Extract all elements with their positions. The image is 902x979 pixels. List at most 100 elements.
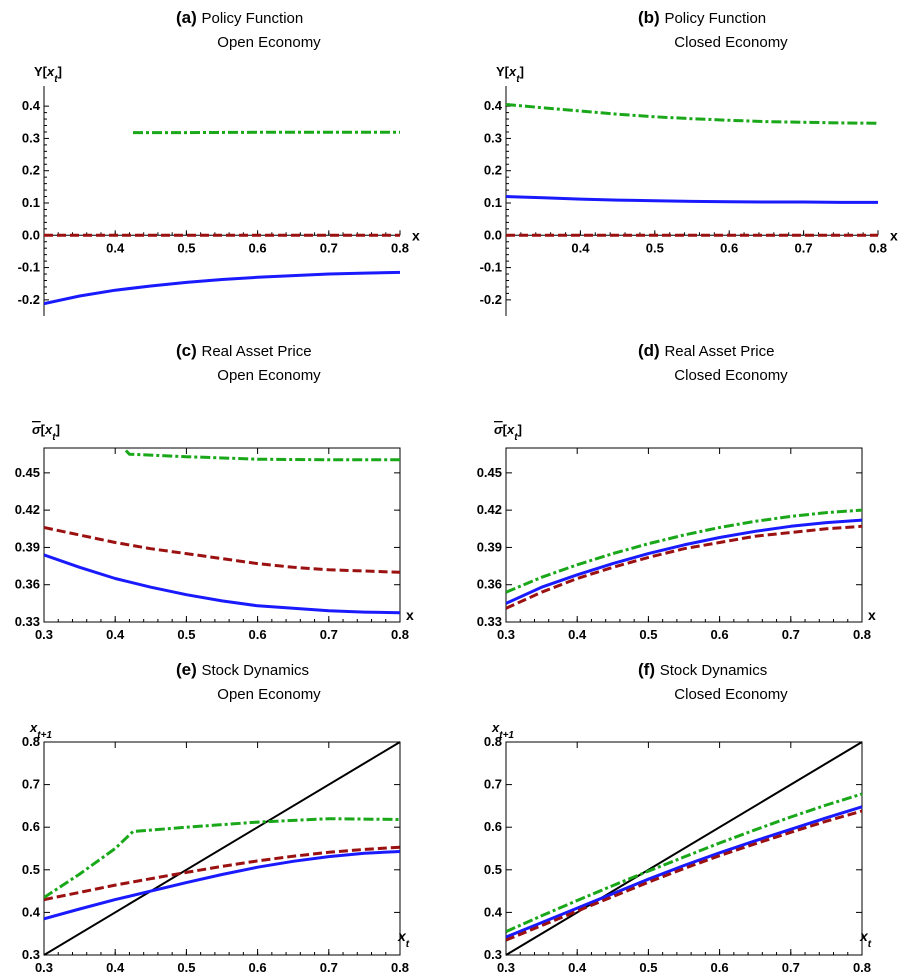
panel-label: (a) — [176, 8, 202, 27]
x-tick-label: 0.3 — [497, 627, 515, 642]
x-tick-label: 0.8 — [391, 960, 409, 975]
x-tick-label: 0.5 — [177, 240, 195, 255]
series-line-blue — [44, 850, 401, 921]
panel-f-subtitle: Closed Economy — [674, 686, 788, 703]
y-tick-label: 0.2 — [22, 163, 40, 178]
plot-frame — [43, 741, 401, 956]
y-tick-label: 0.36 — [15, 577, 40, 592]
x-tick-label: 0.8 — [853, 960, 871, 975]
x-tick-label: 0.7 — [320, 627, 338, 642]
x-tick-label: 0.5 — [177, 960, 195, 975]
x-tick-label: 0.6 — [249, 627, 267, 642]
x-axis-label: x — [412, 227, 420, 243]
panel-d-title: (d) Real Asset Price — [638, 341, 774, 360]
x-tick-label: 0.3 — [35, 960, 53, 975]
series-line-green — [506, 508, 863, 594]
series-line-red — [44, 845, 401, 902]
y-tick-label: 0.4 — [22, 904, 41, 919]
x-tick-label: 0.7 — [320, 960, 338, 975]
panel-e-title: (e) Stock Dynamics — [176, 660, 309, 679]
series-line-blue — [44, 270, 401, 306]
series-line-green — [506, 103, 879, 125]
x-axis-label: x — [868, 607, 876, 623]
y-tick-label: -0.1 — [18, 260, 40, 275]
panel-b-title: (b) Policy Function — [638, 8, 766, 27]
series-line-blue — [506, 805, 863, 939]
panel-a: (a) Policy Function Open Economy -0.2 -0.1 0… — [18, 8, 420, 316]
y-tick-label: 0.2 — [484, 163, 502, 178]
title-text: Real Asset Price — [202, 343, 312, 360]
plot-frame — [43, 447, 401, 623]
y-tick-label: 0.42 — [15, 502, 40, 517]
x-tick-label: 0.5 — [639, 627, 657, 642]
series-line-blue — [506, 518, 863, 605]
y-tick-label: 0.33 — [477, 614, 502, 629]
x-tick-label: 0.4 — [106, 960, 125, 975]
panel-c-title: (c) Real Asset Price — [176, 341, 312, 360]
x-tick-label: 0.6 — [720, 240, 738, 255]
y-tick-label: 0.6 — [484, 819, 502, 834]
x-tick-label: 0.6 — [249, 240, 267, 255]
x-axis-label: x — [406, 607, 414, 623]
x-tick-label: 0.3 — [497, 960, 515, 975]
y-tick-label: 0.3 — [22, 947, 40, 962]
plot-frame — [505, 741, 863, 956]
title-text: Stock Dynamics — [202, 662, 310, 679]
x-tick-label: 0.8 — [391, 240, 409, 255]
y-tick-label: 0.45 — [477, 465, 502, 480]
y-tick-label: 0.4 — [484, 904, 503, 919]
panel-label: (f) — [638, 660, 660, 679]
panel-e-subtitle: Open Economy — [217, 686, 321, 703]
y-tick-label: 0.1 — [22, 195, 40, 210]
x-tick-label: 0.4 — [106, 627, 125, 642]
panel-c: (c) Real Asset Price Open Economy 0.33 0.36… — [15, 341, 414, 642]
y-tick-label: 0.42 — [477, 502, 502, 517]
title-text: Real Asset Price — [664, 343, 774, 360]
x-axis-label: xt — [397, 928, 410, 950]
x-tick-label: 0.4 — [571, 240, 590, 255]
panel-b: (b) Policy Function Closed Economy -0.2 -0.… — [480, 8, 898, 316]
y-tick-label: 0.3 — [484, 130, 502, 145]
series-line-green — [124, 449, 400, 462]
x-tick-label: 0.4 — [568, 960, 587, 975]
plot-frame — [505, 447, 863, 623]
x-tick-label: 0.4 — [106, 240, 125, 255]
y-tick-label: 0.4 — [484, 98, 503, 113]
y-tick-label: 0.1 — [484, 195, 502, 210]
y-tick-label: -0.2 — [480, 292, 502, 307]
y-tick-label: 0.7 — [484, 777, 502, 792]
series-line-blue — [44, 553, 401, 615]
x-axis-label: xt — [859, 928, 872, 950]
series-line-red — [506, 809, 863, 942]
panel-label: (b) — [638, 8, 664, 27]
x-tick-label: 0.5 — [639, 960, 657, 975]
panel-a-title: (a) Policy Function — [176, 8, 303, 27]
series-line-green — [506, 792, 863, 933]
x-tick-label: 0.6 — [249, 960, 267, 975]
y-tick-label: 0.0 — [22, 227, 40, 242]
series-line-blue — [506, 195, 878, 204]
series-line-black — [44, 741, 401, 956]
y-tick-label: 0.8 — [484, 734, 502, 749]
y-tick-label: 0.3 — [22, 130, 40, 145]
x-tick-label: 0.4 — [568, 627, 587, 642]
x-tick-label: 0.7 — [782, 960, 800, 975]
y-axis-label: σ[xt] — [32, 422, 60, 443]
series-line-red — [44, 526, 401, 574]
y-tick-label: 0.6 — [22, 819, 40, 834]
y-tick-label: 0.45 — [15, 465, 40, 480]
y-tick-label: 0.3 — [484, 947, 502, 962]
x-tick-label: 0.7 — [782, 627, 800, 642]
panel-e: (e) Stock Dynamics Open Economy 0.3 0.4 0.5 0… — [22, 660, 410, 975]
y-axis-label: Y[xt] — [34, 64, 62, 85]
x-tick-label: 0.8 — [853, 627, 871, 642]
y-tick-label: 0.36 — [477, 577, 502, 592]
x-tick-label: 0.6 — [711, 960, 729, 975]
y-axis-label: xt+1 — [29, 720, 52, 741]
panel-label: (e) — [176, 660, 202, 679]
x-tick-label: 0.5 — [646, 240, 664, 255]
x-tick-label: 0.7 — [795, 240, 813, 255]
panel-a-subtitle: Open Economy — [217, 34, 321, 51]
panel-f: (f) Stock Dynamics Closed Economy 0.3 0.4 0.… — [484, 660, 872, 975]
y-tick-label: 0.4 — [22, 98, 41, 113]
